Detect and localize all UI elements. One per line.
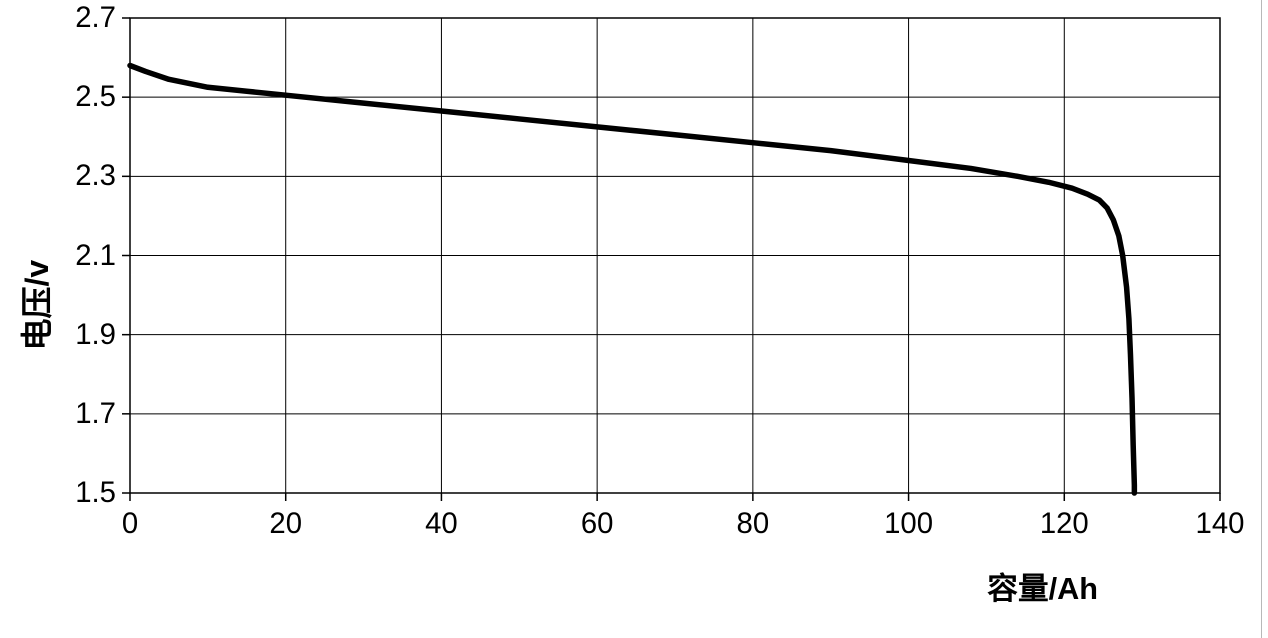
x-tick-label: 120 [1040,507,1089,541]
x-tick-label: 140 [1196,507,1245,541]
chart-svg [130,18,1220,493]
y-axis-title: 电压/v [12,260,58,351]
y-tick-label: 1.5 [75,476,116,510]
y-tick-label: 1.7 [75,397,116,431]
x-axis-title: 容量/Ah [987,563,1098,608]
series-discharge-curve [130,66,1134,494]
x-tick-label: 20 [269,507,302,541]
y-tick-label: 1.9 [75,318,116,352]
y-tick-label: 2.1 [75,239,116,273]
chart-container: 电压/v 1.5 1.7 1.9 2.1 2.3 2.5 2.7 0 20 40 60 80 100 1… [0,0,1268,638]
gridlines [130,18,1220,493]
x-tick-label: 60 [581,507,614,541]
plot-area [130,18,1220,493]
x-tick-label: 80 [737,507,770,541]
x-tick-label: 100 [884,507,933,541]
right-divider [1261,0,1262,638]
y-tick-label: 2.5 [75,80,116,114]
y-tick-label: 2.7 [75,1,116,35]
tick-marks [122,18,1220,501]
series-group [130,66,1134,494]
x-tick-label: 0 [122,507,138,541]
x-tick-label: 40 [425,507,458,541]
y-tick-label: 2.3 [75,159,116,193]
